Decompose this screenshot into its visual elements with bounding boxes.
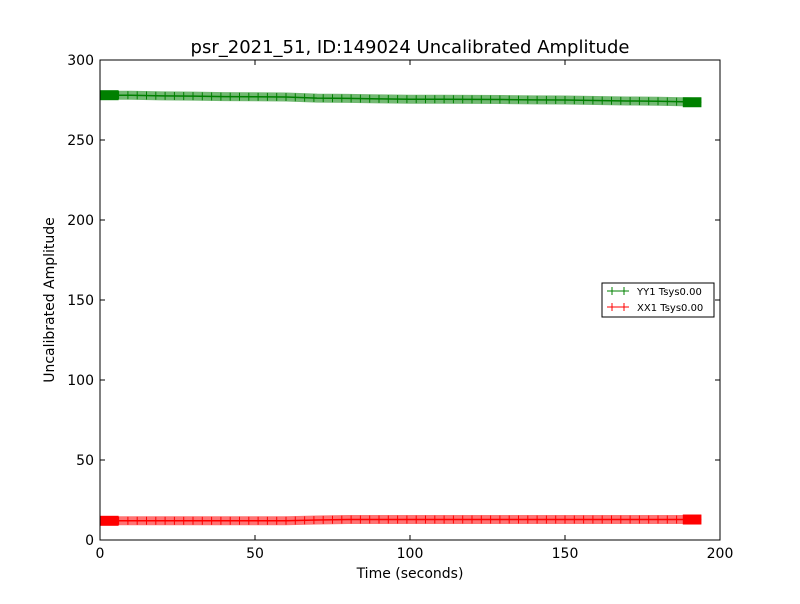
x-axis-label: Time (seconds) <box>356 566 464 582</box>
x-tick-label: 150 <box>552 546 579 562</box>
y-axis-label: Uncalibrated Amplitude <box>42 217 58 383</box>
x-tick-label: 50 <box>246 546 264 562</box>
y-tick-label: 100 <box>67 373 94 389</box>
x-tick-label: 0 <box>96 546 105 562</box>
x-tick-label: 100 <box>397 546 424 562</box>
series-dense-cluster <box>682 514 702 525</box>
x-tick-label: 200 <box>707 546 734 562</box>
legend: YY1 Tsys0.00 XX1 Tsys0.00 <box>601 282 715 318</box>
series-dense-cluster <box>100 515 119 526</box>
y-tick-label: 200 <box>67 213 94 229</box>
series-dense-cluster <box>682 97 702 108</box>
series-dense-cluster <box>100 90 119 101</box>
y-tick-label: 0 <box>85 533 94 549</box>
chart-title: psr_2021_51, ID:149024 Uncalibrated Ampl… <box>191 37 630 58</box>
y-tick-label: 50 <box>76 453 94 469</box>
y-tick-label: 150 <box>67 293 94 309</box>
legend-label-yy1: YY1 Tsys0.00 <box>636 287 702 298</box>
series-1 <box>99 514 702 526</box>
series-line <box>100 518 702 522</box>
y-tick-label: 250 <box>67 133 94 149</box>
series-0 <box>99 90 702 108</box>
series-line <box>100 94 702 103</box>
legend-box <box>601 282 715 318</box>
legend-label-xx1: XX1 Tsys0.00 <box>637 303 703 314</box>
y-tick-label: 300 <box>67 53 94 69</box>
